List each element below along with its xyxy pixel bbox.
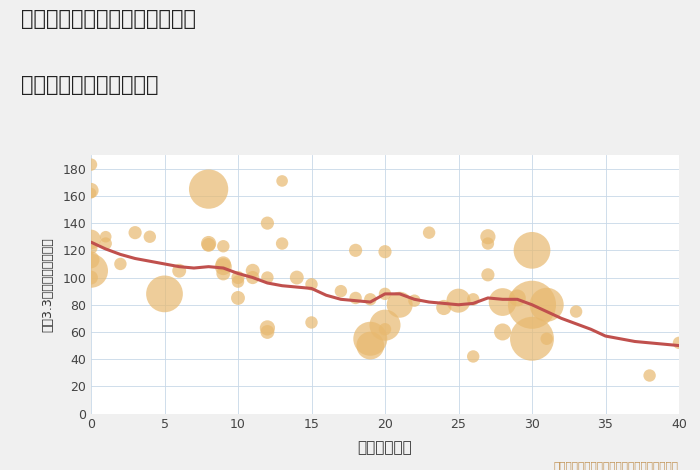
Point: [335, 287, 346, 295]
Point: [379, 248, 391, 256]
Point: [159, 290, 170, 298]
Point: [218, 263, 229, 270]
Point: [232, 274, 244, 282]
Point: [482, 240, 493, 247]
Point: [365, 296, 376, 303]
Text: 円の大きさは、取引のあった物件面積を示す: 円の大きさは、取引のあった物件面積を示す: [554, 460, 679, 470]
Point: [526, 335, 538, 343]
Point: [379, 321, 391, 329]
Point: [130, 229, 141, 236]
Point: [644, 372, 655, 379]
Point: [85, 189, 97, 197]
Point: [541, 301, 552, 308]
Point: [262, 219, 273, 227]
Point: [291, 274, 302, 282]
Point: [424, 229, 435, 236]
Point: [350, 247, 361, 254]
Point: [526, 301, 538, 308]
Point: [100, 233, 111, 241]
Point: [482, 233, 493, 241]
Point: [100, 240, 111, 247]
Point: [541, 335, 552, 343]
Point: [394, 301, 405, 308]
Point: [379, 290, 391, 298]
Point: [85, 267, 97, 274]
Point: [570, 308, 582, 315]
Point: [379, 326, 391, 333]
Text: 築年数別中古戸建て価格: 築年数別中古戸建て価格: [21, 75, 158, 95]
Point: [306, 281, 317, 288]
Point: [262, 274, 273, 282]
Point: [482, 271, 493, 279]
Point: [247, 274, 258, 282]
Point: [526, 247, 538, 254]
Point: [247, 267, 258, 274]
Point: [218, 243, 229, 250]
X-axis label: 築年数（年）: 築年数（年）: [358, 440, 412, 455]
Point: [453, 297, 464, 305]
Point: [365, 335, 376, 343]
Point: [276, 177, 288, 185]
Point: [350, 294, 361, 302]
Point: [144, 233, 155, 241]
Point: [115, 260, 126, 268]
Point: [232, 294, 244, 302]
Point: [262, 324, 273, 332]
Y-axis label: 坪（3.3㎡）単価（万円）: 坪（3.3㎡）単価（万円）: [41, 237, 54, 332]
Point: [203, 185, 214, 193]
Point: [365, 342, 376, 349]
Point: [276, 240, 288, 247]
Point: [203, 241, 214, 249]
Text: 神奈川県相模原市緑区二本松の: 神奈川県相模原市緑区二本松の: [21, 9, 196, 30]
Point: [85, 256, 97, 264]
Point: [232, 278, 244, 285]
Point: [306, 319, 317, 326]
Point: [203, 240, 214, 247]
Point: [262, 328, 273, 336]
Point: [512, 294, 523, 302]
Point: [438, 304, 449, 311]
Point: [409, 297, 420, 305]
Point: [218, 270, 229, 277]
Point: [85, 161, 97, 168]
Point: [85, 274, 97, 282]
Point: [85, 187, 97, 194]
Point: [468, 296, 479, 303]
Point: [673, 339, 685, 346]
Point: [85, 235, 97, 243]
Point: [497, 328, 508, 336]
Point: [85, 244, 97, 251]
Point: [218, 260, 229, 268]
Point: [497, 298, 508, 306]
Point: [468, 352, 479, 360]
Point: [174, 267, 185, 274]
